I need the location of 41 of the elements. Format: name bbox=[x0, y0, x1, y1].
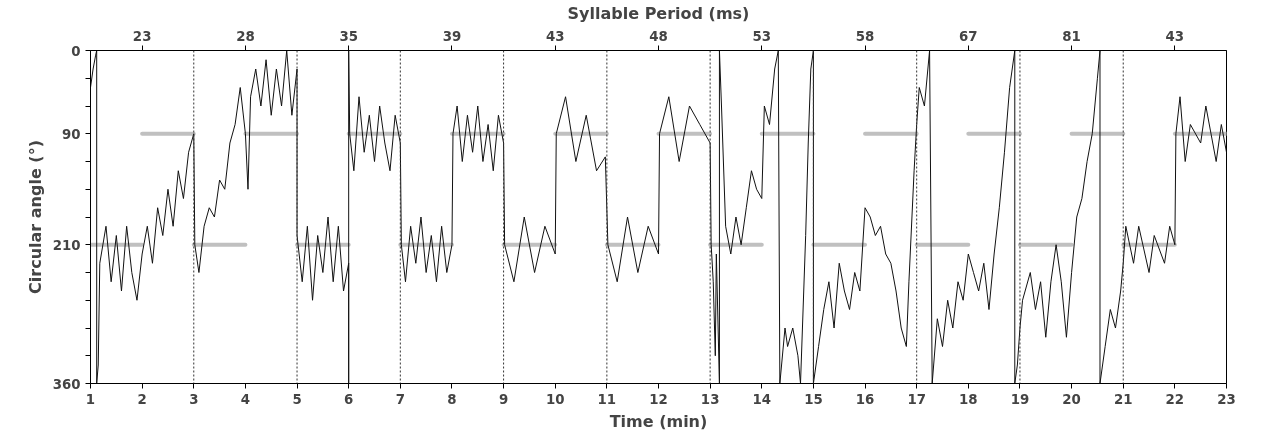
y-tick-label: 90 bbox=[61, 126, 81, 142]
x-tick-label: 12 bbox=[649, 391, 668, 407]
annotation: 35 bbox=[339, 28, 358, 44]
x-tick-label: 7 bbox=[395, 391, 405, 407]
x-tick-label: 2 bbox=[137, 391, 147, 407]
x-tick-label: 18 bbox=[959, 391, 978, 407]
x-tick-label: 16 bbox=[855, 391, 875, 407]
annotation: 81 bbox=[1062, 28, 1081, 44]
annotation: 43 bbox=[545, 28, 565, 44]
x-tick-label: 11 bbox=[597, 391, 617, 407]
annotation: 53 bbox=[752, 28, 772, 44]
x-tick-label: 15 bbox=[804, 391, 823, 407]
annotation: 58 bbox=[855, 28, 875, 44]
y-axis-title: Circular angle (°) bbox=[25, 140, 45, 294]
x-tick-label: 5 bbox=[292, 391, 302, 407]
annotation: 28 bbox=[236, 28, 255, 44]
annotation: 39 bbox=[442, 28, 462, 44]
x-tick-label: 14 bbox=[752, 391, 772, 407]
x-tick-label: 17 bbox=[907, 391, 926, 407]
x2-axis-title: Syllable Period (ms) bbox=[567, 3, 750, 23]
annotation: 23 bbox=[132, 28, 152, 44]
x-tick-label: 8 bbox=[447, 391, 457, 407]
x-axis-title: Time (min) bbox=[609, 411, 708, 431]
x-tick-label: 6 bbox=[344, 391, 354, 407]
x-tick-label: 3 bbox=[189, 391, 199, 407]
y-tick-label: 0 bbox=[71, 43, 81, 59]
annotation: 48 bbox=[649, 28, 668, 44]
x-tick-label: 20 bbox=[1062, 391, 1081, 407]
x-tick-label: 23 bbox=[1217, 391, 1236, 407]
y-tick-label: 210 bbox=[52, 237, 81, 253]
x-tick-label: 1 bbox=[85, 391, 96, 407]
annotation: 43 bbox=[1165, 28, 1185, 44]
x-tick-label: 9 bbox=[498, 391, 509, 407]
annotation: 67 bbox=[959, 28, 978, 44]
x-tick-label: 4 bbox=[240, 391, 251, 407]
x-tick-label: 22 bbox=[1165, 391, 1185, 407]
x-tick-label: 19 bbox=[1010, 391, 1030, 407]
x-tick-label: 10 bbox=[545, 391, 565, 407]
y-tick-label: 360 bbox=[52, 376, 81, 392]
x-tick-label: 21 bbox=[1113, 391, 1133, 407]
x-tick-label: 13 bbox=[700, 391, 720, 407]
